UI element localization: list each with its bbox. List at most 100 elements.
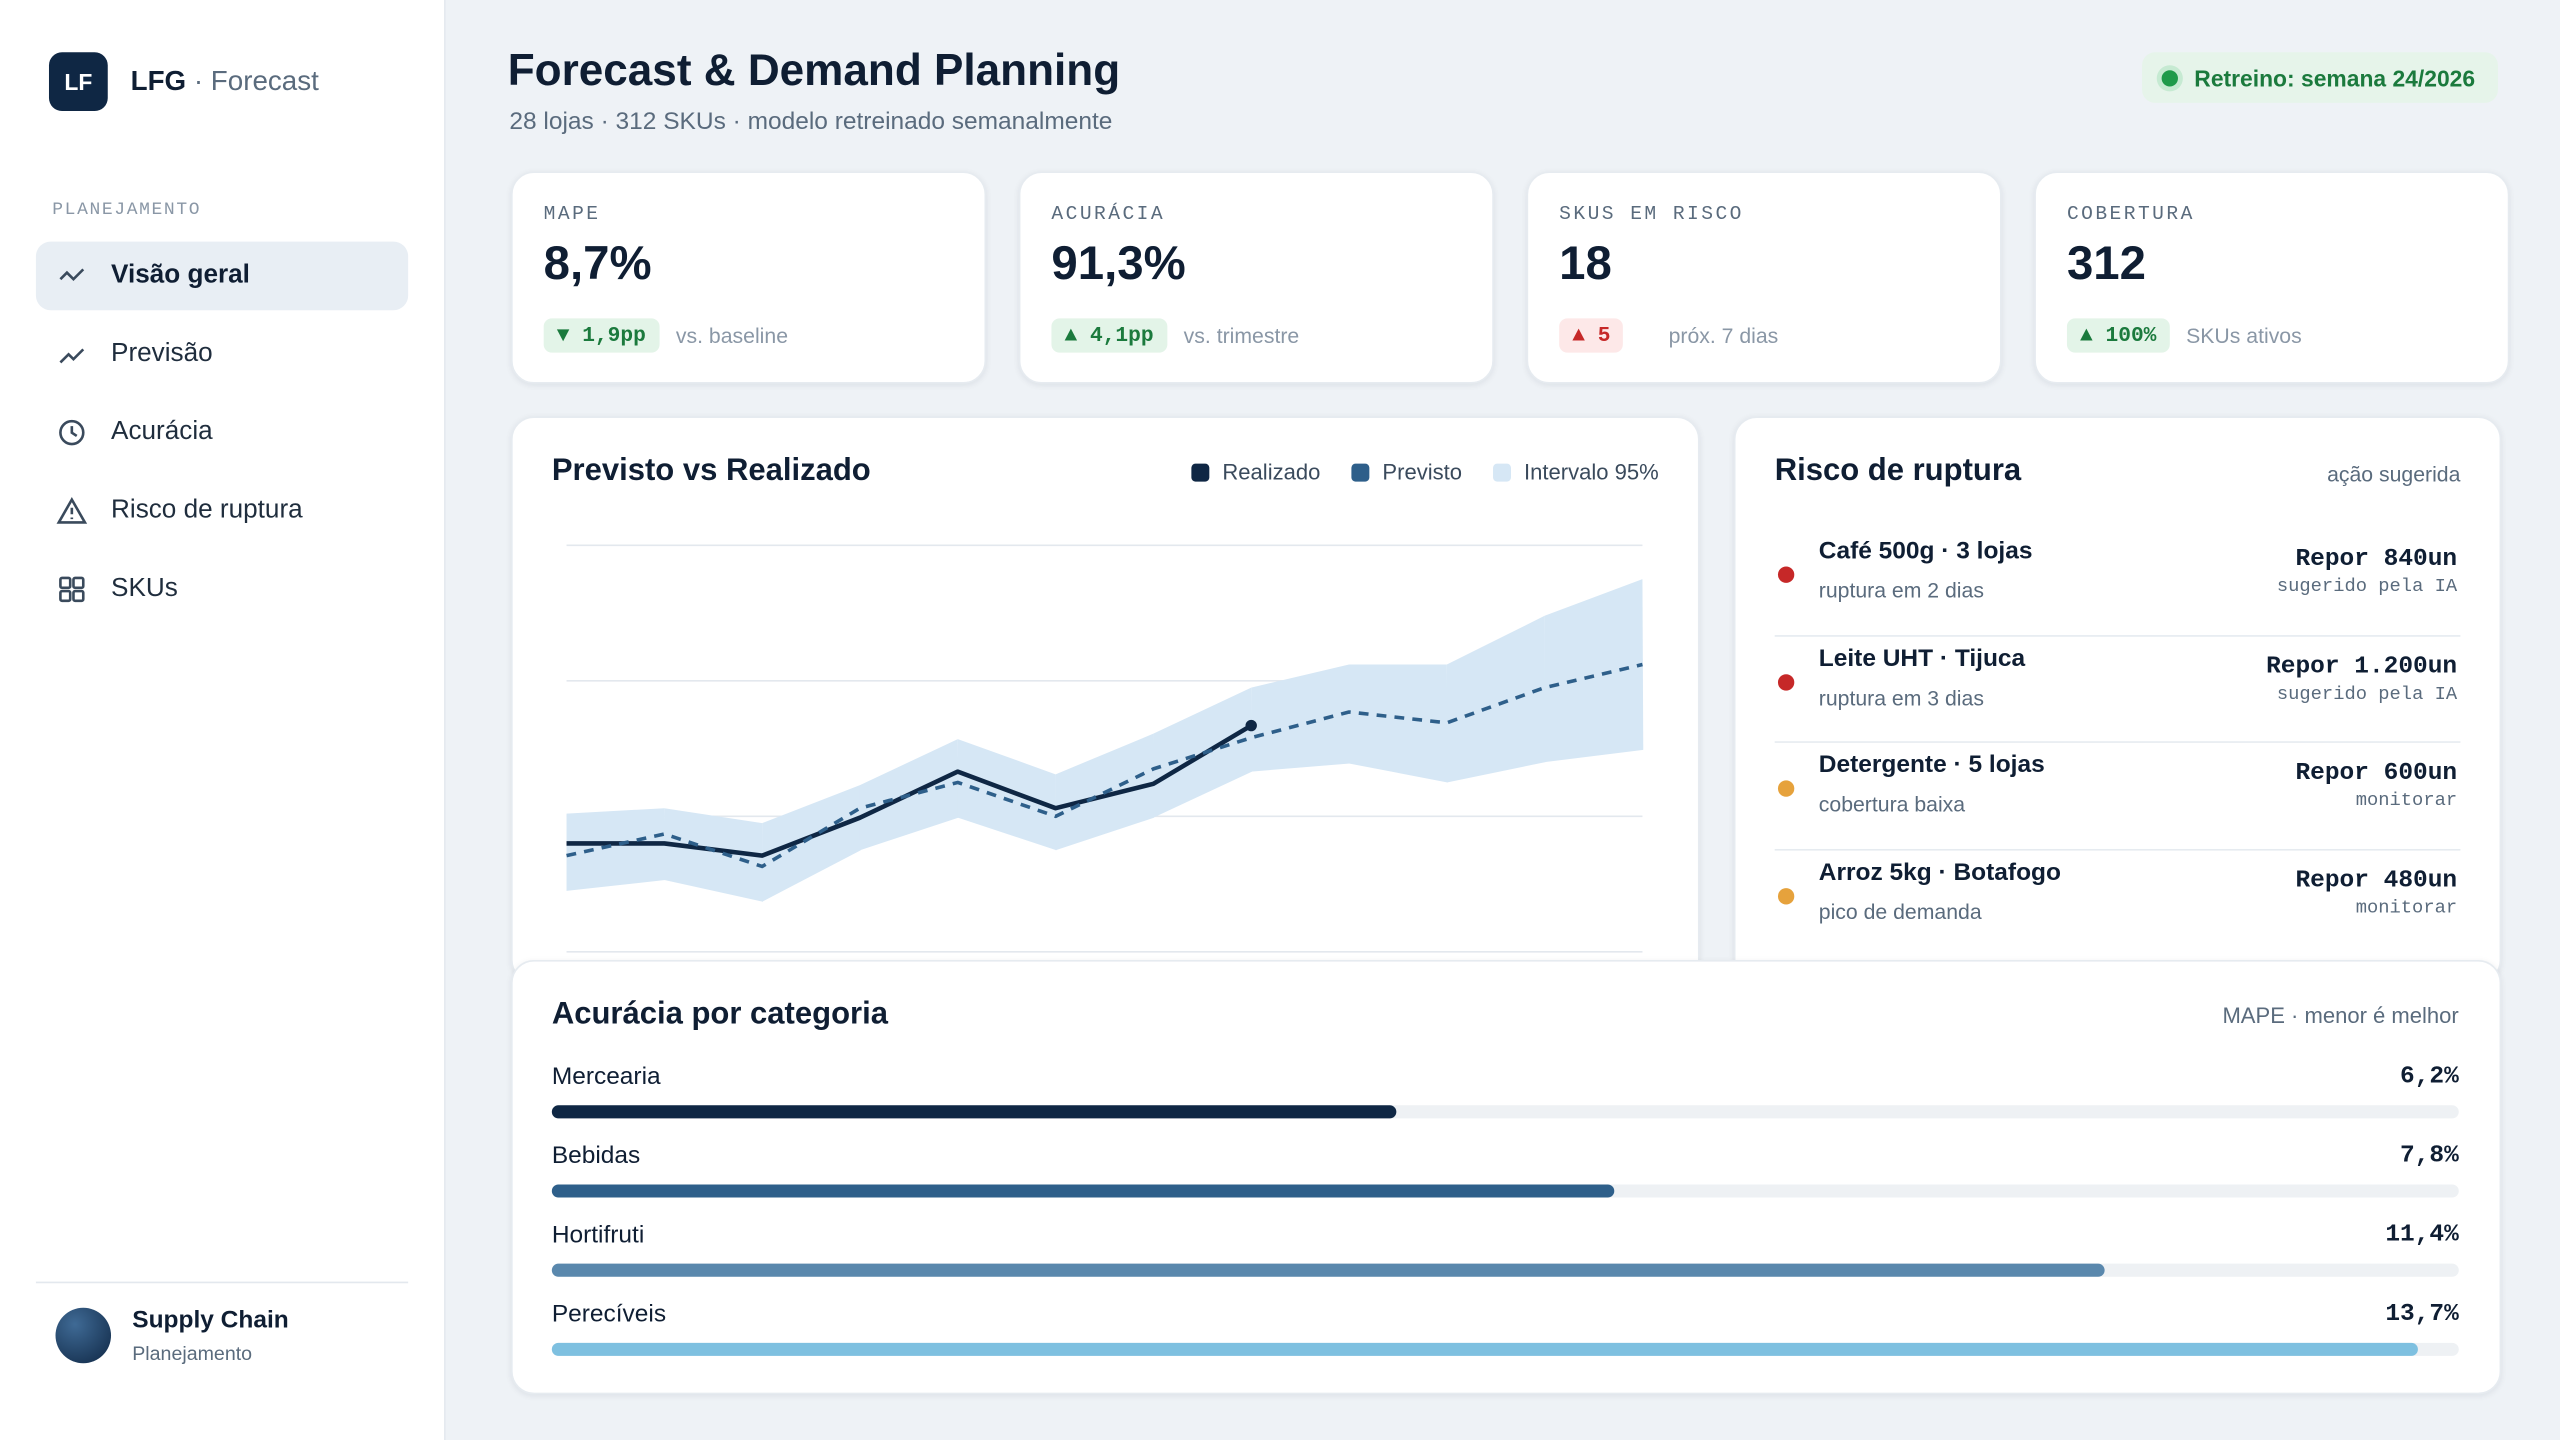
- risk-dot: [1777, 673, 1795, 690]
- kpi-note: SKUs ativos: [2186, 323, 2302, 348]
- interval-band: [1544, 579, 1644, 763]
- interval-band: [566, 808, 666, 891]
- kpi-value: 18: [1559, 238, 1612, 291]
- last-point: [1245, 719, 1257, 732]
- kpi-delta: ▼ 1,9pp: [543, 318, 659, 353]
- product-name: · Forecast: [193, 65, 319, 97]
- interval-band: [1251, 664, 1350, 772]
- kpi-label: MAPE: [543, 202, 601, 226]
- risk-hint: sugerido pela IA: [2276, 683, 2458, 705]
- kpi-note: próx. 7 dias: [1668, 323, 1779, 348]
- interval-band: [1349, 664, 1448, 783]
- sidebar: LF LFG · Forecast PLANEJAMENTO Visão ger…: [0, 0, 446, 1440]
- icon-part: [59, 589, 72, 603]
- chart-subtitle: MAPE · menor é melhor: [2222, 1003, 2458, 1028]
- risk-hint: sugerido pela IA: [2276, 576, 2458, 598]
- value-label: 7,8%: [2400, 1143, 2459, 1170]
- category-label: Bebidas: [552, 1142, 640, 1169]
- logo: LF: [48, 52, 108, 112]
- risk-dot: [1777, 887, 1795, 904]
- risk-detail: pico de demanda: [1818, 898, 1982, 924]
- status-dot: [2161, 69, 2178, 86]
- kpi-card: SKUS EM RISCO 18 ▲ 5 próx. 7 dias: [1526, 171, 2002, 384]
- icon-part: [72, 576, 85, 590]
- risk-hint: monitorar: [2355, 790, 2458, 812]
- risk-dot: [1777, 566, 1795, 583]
- legend-label: Realizado: [1222, 459, 1320, 484]
- risk-name: Café 500g · 3 lojas: [1818, 537, 2033, 565]
- icon-part: [59, 268, 85, 282]
- nav-item[interactable]: Risco de ruptura: [36, 477, 408, 546]
- nav-icon: [59, 576, 85, 603]
- kpi-label: ACURÁCIA: [1051, 202, 1166, 226]
- divider: [35, 1281, 409, 1284]
- user-name: Supply Chain: [132, 1306, 289, 1334]
- nav-icon: [59, 419, 85, 446]
- nav-label: Acurácia: [111, 417, 213, 446]
- kpi-label: COBERTURA: [2066, 202, 2195, 226]
- kpi-note: vs. baseline: [675, 323, 789, 348]
- risk-name: Arroz 5kg · Botafogo: [1818, 857, 2061, 886]
- icon-part: [70, 426, 78, 438]
- interval-band: [1446, 615, 1546, 783]
- kpi-label: SKUS EM RISCO: [1559, 202, 1744, 226]
- kpi-card: MAPE 8,7% ▼ 1,9pp vs. baseline: [511, 171, 987, 384]
- page-subtitle: 28 lojas · 312 SKUs · modelo retreinado …: [509, 107, 1113, 136]
- nav-item[interactable]: Acurácia: [36, 398, 408, 467]
- kpi-delta: ▲ 5: [1559, 318, 1624, 353]
- risk-action: Repor 840un: [2295, 545, 2458, 574]
- avatar: [55, 1307, 112, 1364]
- user-role: Planejamento: [132, 1342, 253, 1365]
- nav-item[interactable]: Previsão: [36, 320, 408, 389]
- bar: [551, 1105, 1397, 1119]
- legend-label: Previsto: [1382, 459, 1462, 484]
- interval-band: [957, 739, 1057, 851]
- icon-part: [59, 419, 85, 446]
- risk-action: Repor 1.200un: [2266, 652, 2458, 680]
- nav-icon: [59, 348, 85, 364]
- legend-label: Intervalo 95%: [1524, 459, 1659, 484]
- nav-label: SKUs: [111, 574, 178, 603]
- risk-hint: monitorar: [2355, 897, 2458, 919]
- interval-band: [762, 785, 861, 902]
- kpi-delta: ▲ 100%: [2066, 318, 2170, 353]
- kpi-value: 8,7%: [543, 238, 652, 291]
- risk-name: Leite UHT · Tijuca: [1818, 644, 2026, 672]
- icon-part: [72, 589, 85, 603]
- nav-icon: [56, 496, 88, 524]
- divider: [1774, 848, 2461, 850]
- chart-title: Previsto vs Realizado: [552, 452, 871, 487]
- category-label: Hortifruti: [552, 1221, 644, 1248]
- bar: [551, 1342, 2418, 1356]
- divider: [1774, 741, 2461, 743]
- divider: [1774, 634, 2461, 636]
- risk-title: Risco de ruptura: [1774, 453, 2022, 489]
- kpi-value: 312: [2066, 238, 2146, 291]
- bar: [551, 1263, 2105, 1277]
- interval-band: [664, 808, 763, 902]
- retrain-badge: Retreino: semana 24/2026: [2142, 52, 2498, 103]
- nav-icon: [59, 268, 85, 282]
- legend-swatch: [1493, 463, 1511, 482]
- risk-detail: ruptura em 2 dias: [1818, 577, 1984, 603]
- forecast-card: Previsto vs Realizado Intervalo 95% Previs…: [511, 416, 1700, 983]
- nav-item[interactable]: Visão geral: [35, 241, 409, 311]
- kpi-delta: ▲ 4,1pp: [1051, 318, 1167, 353]
- risk-card: Risco de ruptura ação sugerida Café 500g…: [1733, 416, 2502, 983]
- section-label: PLANEJAMENTO: [52, 200, 202, 221]
- kpi-card: ACURÁCIA 91,3% ▲ 4,1pp vs. trimestre: [1018, 171, 1494, 384]
- legend-swatch: [1191, 463, 1210, 482]
- nav-item[interactable]: SKUs: [36, 555, 408, 624]
- kpi-row: MAPE 8,7% ▼ 1,9pp vs. baseline ACURÁCIA 91,3%…: [511, 171, 2510, 384]
- icon-part: [56, 496, 88, 524]
- risk-dot: [1777, 780, 1795, 797]
- kpi-value: 91,3%: [1051, 238, 1186, 291]
- legend-swatch: [1351, 463, 1370, 482]
- nav-label: Previsão: [111, 339, 213, 368]
- bar-chart: Acurácia por categoria MAPE · menor é mel…: [551, 996, 2459, 1356]
- accuracy-card: Acurácia por categoria MAPE · menor é mel…: [511, 959, 2502, 1395]
- category-label: Perecíveis: [552, 1301, 666, 1328]
- series-line: [566, 662, 1643, 869]
